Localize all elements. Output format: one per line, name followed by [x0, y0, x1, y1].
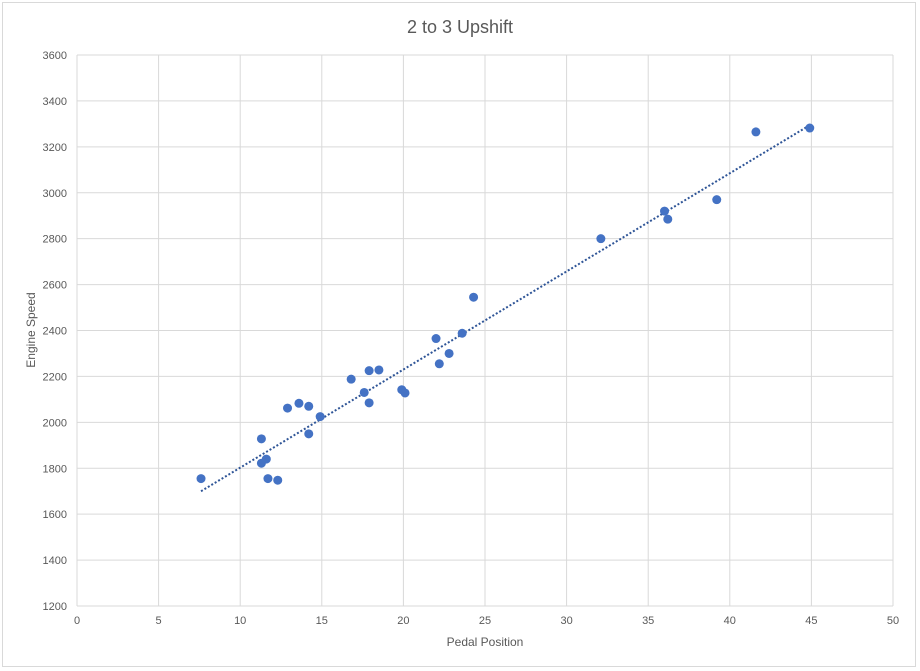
y-axis-title: Engine Speed: [24, 292, 38, 367]
data-point: [469, 292, 479, 302]
data-point: [663, 214, 673, 224]
data-point: [304, 401, 314, 411]
x-tick-label: 0: [74, 615, 80, 627]
x-tick-label: 35: [642, 615, 654, 627]
data-point: [805, 123, 815, 133]
data-point: [359, 387, 369, 397]
data-point: [712, 195, 722, 205]
data-point: [304, 429, 314, 439]
gridlines: [76, 54, 894, 607]
x-tick-label: 50: [887, 615, 899, 627]
y-tick-label: 2000: [43, 417, 67, 429]
data-point: [315, 412, 325, 422]
x-tick-label: 25: [479, 615, 491, 627]
data-point: [431, 334, 441, 344]
y-axis-ticks: 1200 1400 1600 1800 2000 2200 2400 2600 2800 3000…: [43, 50, 67, 613]
y-tick-label: 3200: [43, 142, 67, 154]
data-point: [346, 374, 356, 384]
x-tick-label: 40: [724, 615, 736, 627]
y-tick-label: 2400: [43, 326, 67, 338]
y-tick-label: 1600: [43, 509, 67, 521]
y-tick-label: 2600: [43, 280, 67, 292]
y-tick-label: 3400: [43, 96, 67, 108]
data-point: [596, 234, 606, 244]
data-point: [660, 206, 670, 216]
data-point: [256, 434, 266, 444]
x-tick-label: 10: [234, 615, 246, 627]
data-points: [196, 123, 815, 485]
y-tick-label: 2200: [43, 371, 67, 383]
data-point: [434, 359, 444, 369]
data-point: [263, 474, 273, 484]
y-tick-label: 1200: [43, 601, 67, 613]
data-point: [283, 403, 293, 413]
y-tick-label: 3000: [43, 188, 67, 200]
y-tick-label: 1400: [43, 555, 67, 567]
data-point: [364, 398, 374, 408]
x-axis-ticks: 0 5 10 15 20 25 30 35 40 45 50: [74, 615, 899, 627]
trendline: [200, 125, 809, 493]
y-tick-label: 2800: [43, 234, 67, 246]
data-point: [751, 127, 761, 137]
x-tick-label: 45: [805, 615, 817, 627]
data-point: [400, 388, 410, 398]
data-point: [294, 398, 304, 408]
x-tick-label: 30: [560, 615, 572, 627]
data-point: [364, 366, 374, 376]
x-axis-title: Pedal Position: [447, 635, 524, 649]
x-tick-label: 5: [156, 615, 162, 627]
x-tick-label: 20: [397, 615, 409, 627]
data-point: [444, 348, 454, 358]
data-point: [261, 454, 271, 464]
data-point: [273, 475, 283, 485]
y-tick-label: 3600: [43, 50, 67, 62]
chart-title: 2 to 3 Upshift: [407, 17, 513, 37]
data-point: [457, 328, 467, 338]
data-point: [374, 365, 384, 375]
y-tick-label: 1800: [43, 463, 67, 475]
x-tick-label: 15: [316, 615, 328, 627]
data-point: [196, 474, 206, 484]
